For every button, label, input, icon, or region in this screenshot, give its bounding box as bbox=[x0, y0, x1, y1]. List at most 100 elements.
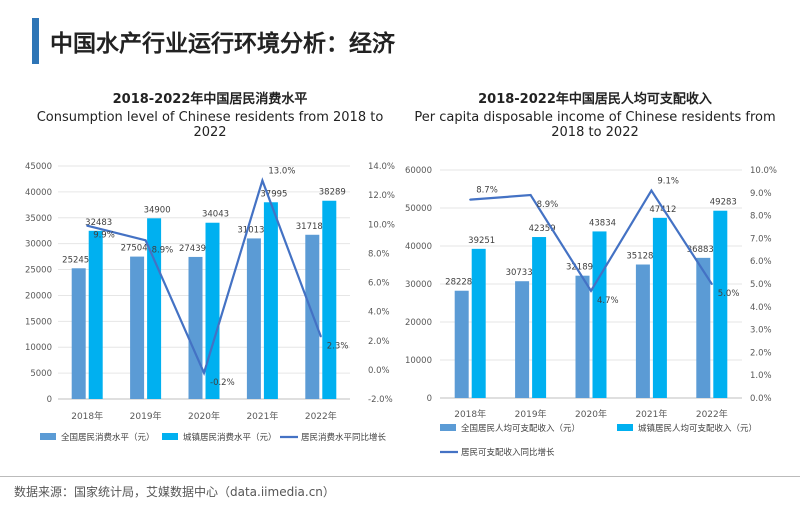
growth-point bbox=[86, 224, 89, 227]
bar-data-label: 31013 bbox=[237, 225, 264, 235]
bar-national bbox=[305, 234, 320, 399]
y-tick-label: 10000 bbox=[405, 356, 432, 366]
legend-label: 城镇居民人均可支配收入（元） bbox=[638, 423, 757, 434]
growth-point bbox=[261, 179, 264, 182]
legend-label: 全国居民人均可支配收入（元） bbox=[461, 423, 580, 434]
bar-data-label: 32483 bbox=[85, 218, 112, 228]
y2-tick-label: 8.0% bbox=[368, 249, 390, 259]
y-tick-label: 10000 bbox=[25, 343, 52, 353]
bar-data-label: 43834 bbox=[589, 218, 616, 228]
y2-tick-label: -2.0% bbox=[368, 395, 393, 405]
y-tick-label: 20000 bbox=[405, 318, 432, 328]
bar-urban bbox=[532, 237, 547, 398]
bar-data-label: 27504 bbox=[121, 244, 148, 254]
growth-point bbox=[203, 371, 205, 374]
y-tick-label: 50000 bbox=[405, 204, 432, 214]
line-data-label: 4.7% bbox=[597, 296, 619, 306]
bar-national bbox=[246, 238, 261, 399]
bar-urban bbox=[713, 210, 728, 398]
y-tick-label: 40000 bbox=[405, 242, 432, 252]
legend-swatch bbox=[617, 424, 633, 431]
y-tick-label: 40000 bbox=[25, 188, 52, 198]
bar-data-label: 38289 bbox=[319, 188, 346, 198]
bar-urban bbox=[88, 230, 103, 399]
line-data-label: 9.9% bbox=[93, 231, 115, 241]
bar-urban bbox=[205, 222, 220, 399]
y-tick-label: 5000 bbox=[30, 369, 52, 379]
growth-point bbox=[710, 283, 713, 285]
y2-tick-label: 8.0% bbox=[750, 212, 772, 222]
growth-point bbox=[650, 189, 653, 192]
chart1-title: 2018-2022年中国居民消费水平 bbox=[112, 92, 308, 107]
bar-data-label: 35128 bbox=[626, 252, 653, 262]
y2-tick-label: 12.0% bbox=[368, 191, 395, 201]
bar-data-label: 31718 bbox=[296, 222, 323, 232]
y-tick-label: 20000 bbox=[25, 291, 52, 301]
y-tick-label: 30000 bbox=[405, 280, 432, 290]
legend-label: 居民消费水平同比增长 bbox=[301, 432, 387, 443]
line-data-label: 8.9% bbox=[152, 245, 174, 255]
bar-urban bbox=[322, 200, 337, 399]
y2-tick-label: 6.0% bbox=[368, 279, 390, 289]
legend-label: 城镇居民消费水平（元） bbox=[183, 432, 277, 443]
bar-urban bbox=[147, 218, 162, 399]
y-tick-label: 25000 bbox=[25, 266, 52, 276]
y-tick-label: 45000 bbox=[25, 162, 52, 172]
bar-data-label: 25245 bbox=[62, 255, 89, 265]
line-data-label: 9.1% bbox=[657, 177, 679, 187]
y2-tick-label: 0.0% bbox=[368, 366, 390, 376]
bar-data-label: 39251 bbox=[468, 236, 495, 246]
legend-swatch bbox=[440, 424, 456, 431]
bar-data-label: 42359 bbox=[529, 224, 556, 234]
y-tick-label: 60000 bbox=[405, 166, 432, 176]
y2-tick-label: 6.0% bbox=[750, 257, 772, 267]
x-tick-label: 2020年 bbox=[188, 410, 220, 422]
bar-data-label: 32189 bbox=[566, 263, 593, 273]
bar-national bbox=[575, 275, 590, 398]
bar-data-label: 34043 bbox=[202, 210, 229, 220]
y-tick-label: 0 bbox=[47, 395, 52, 405]
y2-tick-label: 10.0% bbox=[368, 220, 395, 230]
y2-tick-label: 2.0% bbox=[368, 337, 390, 347]
bar-urban bbox=[592, 231, 607, 398]
y2-tick-label: 1.0% bbox=[750, 371, 772, 381]
y-tick-label: 15000 bbox=[25, 317, 52, 327]
y2-tick-label: 7.0% bbox=[750, 234, 772, 244]
y2-tick-label: 2.0% bbox=[750, 348, 772, 358]
bar-data-label: 36883 bbox=[687, 245, 714, 255]
bar-urban bbox=[652, 217, 667, 398]
y2-tick-label: 4.0% bbox=[368, 308, 390, 318]
bar-data-label: 37995 bbox=[260, 189, 287, 199]
source-note: 数据来源：国家统计局，艾媒数据中心（data.iimedia.cn） bbox=[14, 485, 335, 499]
legend-label: 居民可支配收入同比增长 bbox=[461, 447, 555, 458]
bar-data-label: 34900 bbox=[144, 205, 171, 215]
legend-swatch bbox=[162, 433, 178, 440]
growth-point bbox=[469, 198, 472, 201]
x-tick-label: 2021年 bbox=[246, 410, 278, 422]
x-tick-label: 2022年 bbox=[696, 408, 728, 420]
line-data-label: -0.2% bbox=[210, 378, 235, 388]
y-tick-label: 35000 bbox=[25, 214, 52, 224]
y2-tick-label: 14.0% bbox=[368, 162, 395, 172]
y2-tick-label: 10.0% bbox=[750, 166, 777, 176]
bar-national bbox=[71, 268, 86, 399]
y-tick-label: 0 bbox=[427, 394, 432, 404]
y2-tick-label: 3.0% bbox=[750, 326, 772, 336]
growth-point bbox=[144, 239, 147, 242]
line-data-label: 8.9% bbox=[537, 200, 559, 210]
x-tick-label: 2019年 bbox=[130, 410, 162, 422]
bar-urban bbox=[263, 202, 278, 399]
bar-national bbox=[515, 281, 530, 398]
y-tick-label: 30000 bbox=[25, 240, 52, 250]
y2-tick-label: 0.0% bbox=[750, 394, 772, 404]
bar-data-label: 27439 bbox=[179, 244, 206, 254]
line-data-label: 2.3% bbox=[327, 341, 349, 351]
bar-data-label: 30733 bbox=[506, 268, 533, 278]
line-data-label: 8.7% bbox=[476, 186, 498, 196]
chart2-title: 2018-2022年中国居民人均可支配收入 bbox=[478, 92, 712, 107]
footer-divider bbox=[0, 476, 800, 477]
page-title: 中国水产行业运行环境分析：经济 bbox=[50, 31, 395, 57]
bar-urban bbox=[471, 248, 486, 398]
y2-tick-label: 4.0% bbox=[750, 303, 772, 313]
x-tick-label: 2018年 bbox=[71, 410, 103, 422]
